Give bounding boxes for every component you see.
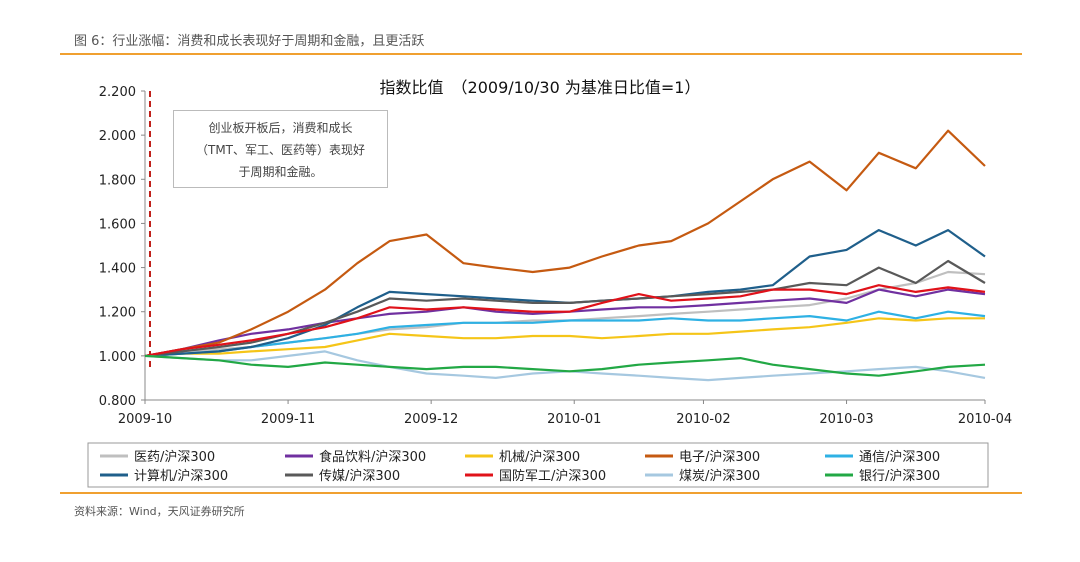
y-tick-label: 1.800 [99,173,136,188]
figure-caption: 图 6：行业涨幅：消费和成长表现好于周期和金融，且更活跃 [74,34,425,49]
y-tick-label: 1.600 [99,217,136,232]
source-note: 资料来源：Wind，天风证券研究所 [74,505,245,518]
x-tick-label: 2009-11 [261,412,315,427]
x-tick-label: 2010-03 [819,412,873,427]
series-line [144,317,985,357]
legend-label: 通信/沪深300 [859,449,940,465]
x-tick-label: 2010-01 [547,412,601,427]
annotation-line-2: （TMT、军工、医药等）表现好 [195,143,365,157]
line-chart: 指数比值 （2009/10/30 为基准日比值=1） 0.800 1.000 1.2… [87,78,1012,488]
legend-label: 传媒/沪深300 [319,468,400,484]
top-rule [60,53,1022,55]
legend-label: 银行/沪深300 [859,468,940,484]
x-tick-label: 2009-10 [118,412,172,427]
series-line [144,129,986,357]
y-tick-label: 1.000 [99,350,136,365]
legend-label: 煤炭/沪深300 [679,468,760,484]
y-tick-label: 2.000 [99,129,136,144]
y-tick-label: 0.800 [99,394,136,409]
x-tick-label: 2010-04 [958,412,1012,427]
legend-label: 医药/沪深300 [134,449,215,465]
bottom-rule [60,492,1022,494]
legend-label: 计算机/沪深300 [134,468,228,484]
annotation-line-3: 于周期和金融。 [238,165,323,179]
series-line [144,354,986,377]
legend-label: 电子/沪深300 [679,449,760,465]
x-tick-label: 2010-02 [676,412,730,427]
annotation-box: 创业板开板后，消费和成长 （TMT、军工、医药等）表现好 于周期和金融。 [173,110,388,188]
series-line [144,284,986,357]
series-line [144,288,986,357]
y-tick-label: 1.400 [99,262,136,277]
chart-title: 指数比值 （2009/10/30 为基准日比值=1） [380,78,701,97]
series-line [144,310,986,357]
y-tick-label: 1.200 [99,306,136,321]
annotation-line-1: 创业板开板后，消费和成长 [208,121,353,135]
y-tick-label: 2.200 [99,85,136,100]
chart-axes: 0.800 1.000 1.200 1.400 1.600 1.800 2.000 2.200… [99,85,1012,427]
series-layer [144,129,986,382]
legend: 医药/沪深300 食品饮料/沪深300 机械/沪深300 电子/沪深300 通信/沪深3… [87,442,989,488]
legend-label: 国防军工/沪深300 [499,468,606,484]
x-tick-label: 2009-12 [404,412,458,427]
legend-label: 食品饮料/沪深300 [319,449,426,465]
legend-label: 机械/沪深300 [499,449,580,465]
legend-box [87,442,989,488]
